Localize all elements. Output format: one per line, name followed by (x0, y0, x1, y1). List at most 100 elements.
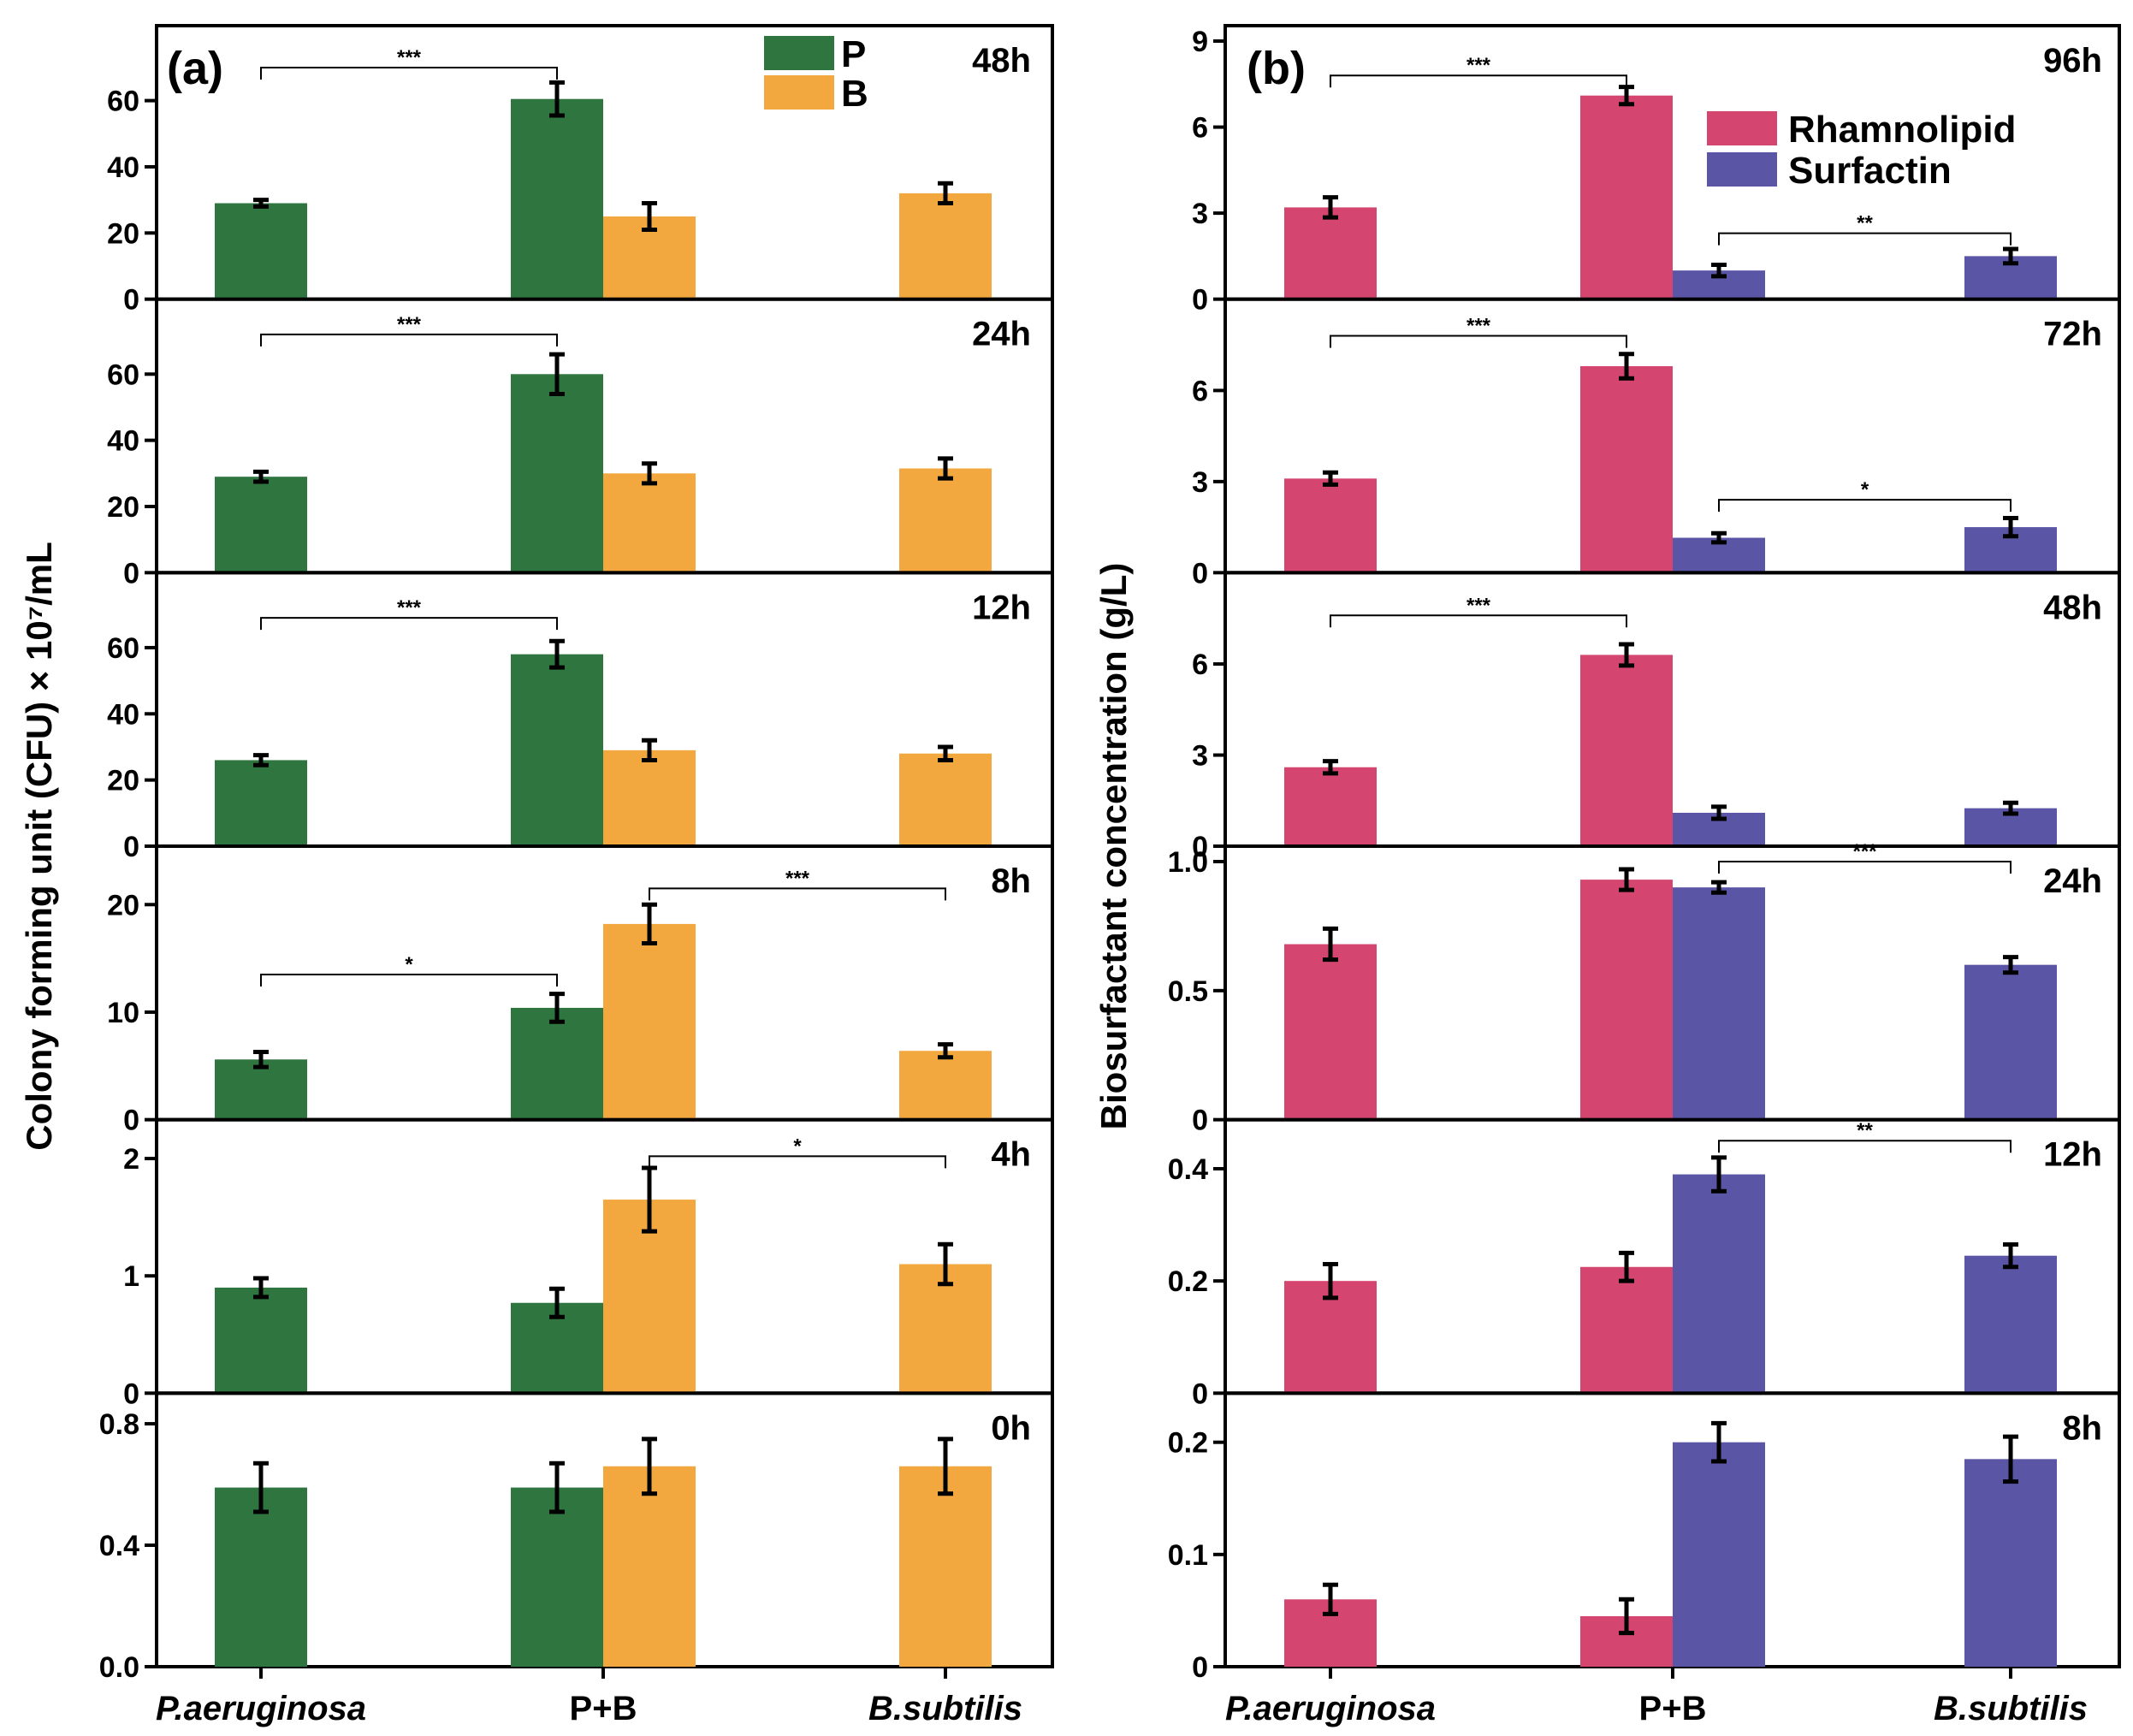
y-tick-label: 3 (1192, 466, 1208, 499)
bar-Rhamnolipid-P.aeruginosa (1284, 944, 1377, 1120)
time-label: 48h (2043, 589, 2102, 626)
y-tick-label: 60 (107, 358, 139, 391)
y-tick-label: 6 (1192, 112, 1208, 145)
panel-8h: 0 0.1 0.2 8h (1168, 1391, 2121, 1684)
bar-Surfactin-B.subtilis (1964, 964, 2057, 1120)
legend-label-B: B (841, 73, 868, 115)
bar-P-P+B (511, 1007, 603, 1120)
bar-P-P+B (511, 98, 603, 299)
x-tick-label: B.subtilis (1934, 1690, 2088, 1727)
significance-bracket (1718, 499, 2012, 513)
bar-B-B.subtilis (899, 753, 992, 846)
x-tick-label: P.aeruginosa (156, 1690, 366, 1727)
y-tick-label: 0.0 (99, 1651, 139, 1684)
y-tick-label: 6 (1192, 649, 1208, 681)
bar-P-P.aeruginosa (215, 1059, 307, 1120)
time-label: 12h (2043, 1136, 2102, 1174)
bar-B-P+B (603, 1466, 696, 1667)
bar-Surfactin-B.subtilis (1964, 1255, 2057, 1394)
bar-B-P+B (603, 923, 696, 1120)
panel-letter: (b) (1247, 43, 1306, 94)
bar-Rhamnolipid-P.aeruginosa (1284, 207, 1377, 299)
bar-P-P.aeruginosa (215, 1287, 307, 1394)
y-axis-label: Biosurfactant concentration (g/L) (1093, 563, 1134, 1130)
y-tick-label: 0 (1192, 284, 1208, 317)
legend-label-Surfactin: Surfactin (1788, 150, 1952, 192)
bar-Rhamnolipid-P.aeruginosa (1284, 478, 1377, 573)
bar-B-B.subtilis (899, 1051, 992, 1120)
panel-24h: 0 20 40 60 *** 24h (107, 297, 1054, 590)
y-tick-label: 1 (123, 1260, 139, 1293)
significance-label: ** (1857, 1119, 1873, 1142)
bar-Surfactin-B.subtilis (1964, 1459, 2057, 1667)
bar-P-P.aeruginosa (215, 203, 307, 299)
legend-swatch-Surfactin (1707, 152, 1777, 187)
significance-label: * (405, 953, 413, 976)
y-tick-label: 0 (123, 1378, 139, 1410)
significance-bracket (649, 1155, 946, 1169)
significance-bracket (1330, 335, 1627, 348)
legend-swatch-Rhamnolipid (1707, 111, 1777, 145)
y-tick-label: 0.1 (1168, 1539, 1208, 1572)
bar-P-P+B (511, 654, 603, 846)
time-label: 48h (972, 42, 1031, 80)
time-label: 24h (972, 316, 1031, 353)
significance-label: * (1861, 478, 1869, 501)
bar-B-B.subtilis (899, 193, 992, 299)
significance-bracket (260, 617, 558, 631)
significance-bracket (260, 973, 558, 986)
y-tick-label: 10 (107, 997, 139, 1029)
y-tick-label: 0 (1192, 1378, 1208, 1410)
significance-label: ** (1857, 212, 1873, 235)
x-tick-label: P.aeruginosa (1225, 1690, 1436, 1727)
bar-P-P+B (511, 1487, 603, 1667)
bar-Rhamnolipid-P+B (1580, 1266, 1673, 1394)
y-tick-label: 60 (107, 632, 139, 665)
y-tick-label: 0.4 (99, 1530, 139, 1562)
bar-B-P+B (603, 473, 696, 573)
panel-4h: 0 1 2 * 4h (123, 1117, 1054, 1410)
time-label: 12h (972, 589, 1031, 626)
bar-B-B.subtilis (899, 1466, 992, 1667)
y-tick-label: 60 (107, 86, 139, 118)
panel-12h: 0 0.2 0.4 ** 12h (1168, 1117, 2121, 1410)
significance-label: * (793, 1135, 802, 1158)
y-tick-label: 9 (1192, 26, 1208, 58)
panel-letter: (a) (167, 43, 223, 94)
legend-label-Rhamnolipid: Rhamnolipid (1788, 109, 2016, 151)
significance-label: *** (397, 596, 422, 619)
y-tick-label: 0.2 (1168, 1427, 1208, 1460)
significance-label: *** (1466, 594, 1491, 617)
time-label: 96h (2043, 42, 2102, 80)
y-tick-label: 40 (107, 698, 139, 731)
significance-bracket (1718, 232, 2012, 246)
time-label: 8h (2062, 1409, 2102, 1447)
y-tick-label: 1.0 (1168, 846, 1208, 879)
y-tick-label: 0 (1192, 831, 1208, 863)
y-tick-label: 0.2 (1168, 1265, 1208, 1298)
bar-Rhamnolipid-P+B (1580, 366, 1673, 573)
panel-48h: 0 3 6 *** 48h (1192, 571, 2121, 863)
significance-label: *** (785, 867, 810, 890)
x-tick-label: P+B (570, 1690, 637, 1727)
significance-label: *** (397, 313, 422, 336)
bar-P-P.aeruginosa (215, 760, 307, 846)
bar-Rhamnolipid-P+B (1580, 95, 1673, 299)
panel-24h: 0 0.5 1.0 *** 24h (1168, 840, 2121, 1137)
bar-Surfactin-P+B (1673, 1174, 1765, 1394)
significance-label: *** (1466, 315, 1491, 338)
y-tick-label: 2 (123, 1143, 139, 1176)
y-tick-label: 0 (123, 284, 139, 317)
panel-72h: 036****72h (1192, 297, 2121, 590)
bar-Rhamnolipid-P+B (1580, 880, 1673, 1120)
y-tick-label: 20 (107, 889, 139, 921)
bar-Surfactin-P+B (1673, 1442, 1765, 1667)
bar-P-P.aeruginosa (215, 1487, 307, 1667)
y-tick-label: 0 (123, 831, 139, 863)
x-tick-label: P+B (1639, 1690, 1707, 1727)
